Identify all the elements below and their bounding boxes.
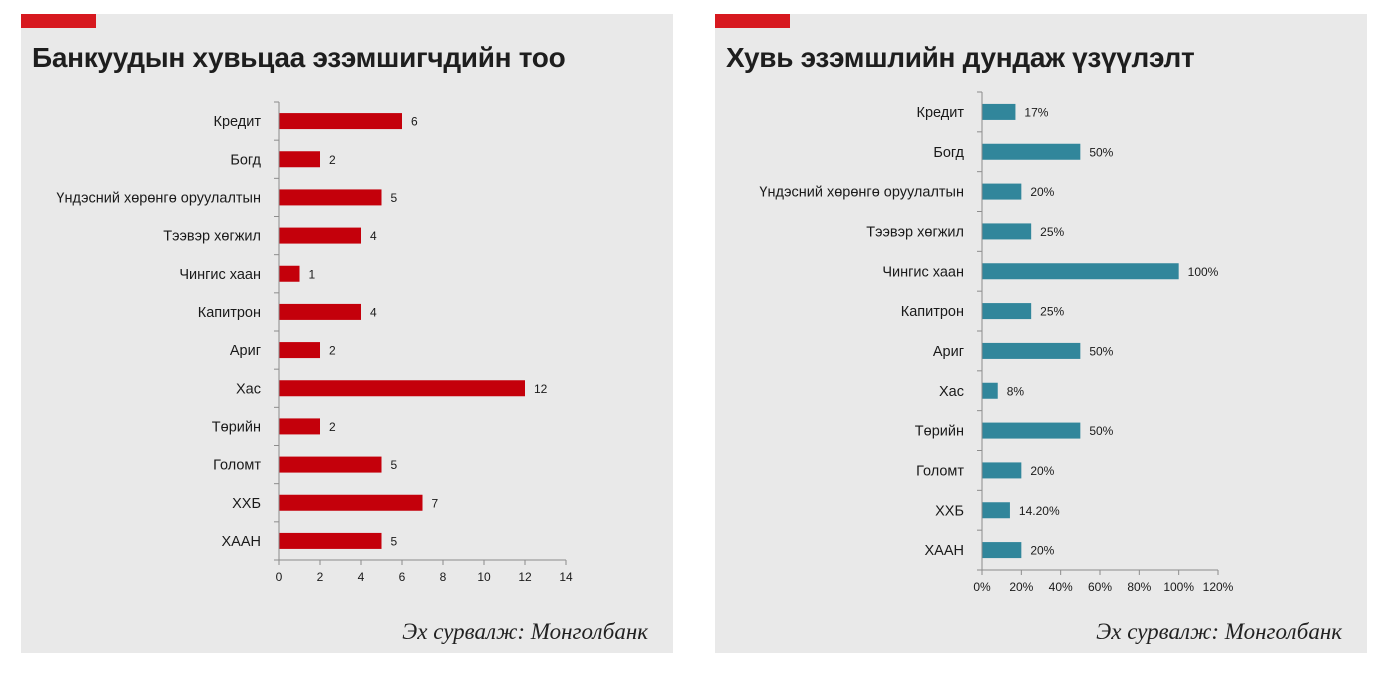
x-tick-label: 14 [559,570,573,584]
bar [279,532,382,549]
data-label: 4 [370,229,377,243]
data-label: 50% [1089,145,1113,159]
bar [982,303,1032,320]
bar [279,342,320,359]
category-label: Үндэсний хөрөнгө оруулалтын [759,185,964,201]
bar [279,113,402,130]
category-label: Голомт [916,463,964,479]
data-label: 20% [1030,544,1054,558]
bar [279,189,382,206]
x-tick-label: 0% [973,580,991,594]
data-label: 17% [1024,105,1048,119]
data-label: 2 [329,153,336,167]
category-label: Төрийн [915,424,964,440]
bar [982,143,1081,160]
data-label: 1 [309,267,316,281]
category-label: Хас [939,384,964,400]
bar [982,263,1179,280]
bar [279,227,361,244]
data-label: 5 [391,191,398,205]
category-label: Богд [933,145,964,161]
x-tick-label: 6 [399,570,406,584]
data-label: 8% [1007,384,1025,398]
bar [982,103,1016,120]
bar-chart-shareholders: Кредит 6 Богд 2 Үндэсний хөрөнгө оруулалтын 5… [56,101,573,584]
category-label: Кредит [214,114,262,130]
data-label: 2 [329,420,336,434]
bar [982,223,1032,240]
category-label: Чингис хаан [179,267,261,283]
bar [982,422,1081,439]
data-label: 20% [1030,185,1054,199]
category-label: Төрийн [212,419,261,435]
bar-chart-ownership: Кредит 17% Богд 50% Үндэсний хөрөнгө оруулал… [759,91,1234,594]
source-note: Эх сурвалж: Монголбанк [1096,619,1342,644]
data-label: 50% [1089,344,1113,358]
category-label: Хас [236,381,261,397]
data-label: 5 [391,534,398,548]
category-label: Ариг [230,343,261,359]
bar [279,303,361,320]
chart-title: Банкуудын хувьцаа эзэмшигчдийн тоо [32,42,566,73]
chart-panel-ownership: Хувь эзэмшлийн дундаж үзүүлэлт Кредит 17%… [715,14,1367,653]
data-label: 6 [411,115,418,129]
data-label: 25% [1040,305,1064,319]
category-label: Капитрон [198,305,261,321]
data-label: 5 [391,458,398,472]
chart-panel-shareholders: Банкуудын хувьцаа эзэмшигчдийн тоо Креди… [21,14,673,653]
category-label: Чингис хаан [882,264,964,280]
accent-bar [715,14,790,28]
data-label: 20% [1030,464,1054,478]
category-label: ХААН [222,534,262,550]
data-label: 2 [329,344,336,358]
x-tick-label: 120% [1203,580,1234,594]
data-label: 25% [1040,225,1064,239]
bar [279,456,382,473]
data-label: 12 [534,382,548,396]
category-label: ХААН [925,543,965,559]
category-label: Тээвэр хөгжил [866,224,964,240]
bar [279,151,320,168]
category-label: Богд [230,152,261,168]
x-tick-label: 2 [317,570,324,584]
bar [982,462,1022,479]
bar [982,502,1010,519]
category-label: Голомт [213,458,261,474]
category-label: ХХБ [935,503,964,519]
data-label: 100% [1188,265,1219,279]
chart-title: Хувь эзэмшлийн дундаж үзүүлэлт [726,42,1195,73]
accent-bar [21,14,96,28]
data-label: 7 [432,496,439,510]
x-tick-label: 8 [440,570,447,584]
data-label: 14.20% [1019,504,1060,518]
category-label: Капитрон [901,304,964,320]
x-tick-label: 4 [358,570,365,584]
x-tick-label: 20% [1009,580,1033,594]
bar [982,183,1022,200]
x-tick-label: 12 [518,570,532,584]
bar [279,418,320,435]
data-label: 4 [370,305,377,319]
bar [982,342,1081,359]
bar [279,380,525,397]
source-note: Эх сурвалж: Монголбанк [402,619,648,644]
bar [982,382,998,399]
category-label: ХХБ [232,496,261,512]
category-label: Кредит [917,105,965,121]
bar [279,494,423,511]
category-label: Үндэсний хөрөнгө оруулалтын [56,190,261,206]
x-tick-label: 40% [1049,580,1073,594]
data-label: 50% [1089,424,1113,438]
bar [279,265,300,282]
x-tick-label: 60% [1088,580,1112,594]
x-tick-label: 100% [1163,580,1194,594]
x-tick-label: 10 [477,570,491,584]
x-tick-label: 80% [1127,580,1151,594]
bar [982,542,1022,559]
category-label: Ариг [933,344,964,360]
x-tick-label: 0 [276,570,283,584]
category-label: Тээвэр хөгжил [163,229,261,245]
